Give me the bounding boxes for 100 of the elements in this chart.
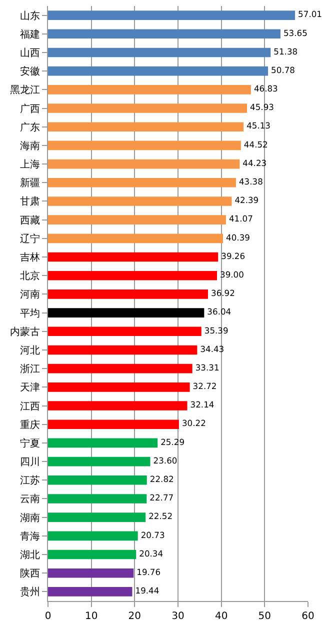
data-label: 25.29 [160,436,185,447]
y-tick-label: 江苏 [20,474,40,487]
bar [48,550,136,560]
data-label: 57.01 [298,9,322,20]
data-label: 30.22 [182,418,206,428]
y-tick-label: 浙江 [20,363,40,376]
bar [48,326,202,336]
bar [48,234,224,244]
data-label: 19.44 [135,586,160,596]
y-tick-label: 山东 [20,10,40,22]
bar [48,215,226,224]
data-label: 53.65 [283,28,308,38]
x-tick-label: 0 [44,611,52,622]
bar [48,401,188,410]
y-tick-label: 北京 [20,270,40,282]
x-tick-label: 50 [258,611,272,622]
bar [48,308,204,318]
data-label: 36.92 [211,288,235,298]
bar [48,420,179,430]
y-tick-label: 湖南 [20,512,40,524]
x-tick-label: 60 [302,611,314,622]
data-label: 22.82 [150,474,174,484]
bar [48,512,146,522]
data-label: 23.60 [153,455,178,466]
y-tick-label: 河南 [20,288,40,301]
bar [48,270,217,280]
y-tick-label: 内蒙古 [10,326,40,338]
y-tick-label: 平均 [20,307,40,320]
data-label: 45.93 [250,102,274,112]
data-label: 35.39 [204,325,228,336]
bar [48,438,158,448]
y-tick-label: 云南 [20,493,40,506]
y-tick-label: 海南 [20,140,40,152]
y-tick-label: 贵州 [20,586,40,598]
y-tick-label: 江西 [20,400,40,412]
x-tick-label: 30 [172,611,184,622]
data-label: 32.14 [190,400,214,410]
data-label: 51.38 [274,46,298,56]
bar [48,587,132,596]
data-label: 40.39 [226,232,250,242]
bar [48,531,138,541]
y-tick-label: 新疆 [20,177,40,190]
y-tick-label: 天津 [20,382,40,394]
y-tick-label: 重庆 [20,418,40,431]
y-tick-label: 陕西 [20,568,40,580]
y-tick-label: 河北 [20,344,40,356]
y-tick-label: 吉林 [20,252,40,264]
data-label: 20.73 [140,530,165,540]
y-tick-label: 西藏 [20,214,40,226]
y-tick-label: 福建 [20,28,40,40]
y-tick-label: 四川 [20,456,40,468]
x-tick-label: 40 [214,611,228,622]
data-label: 32.72 [192,381,217,392]
y-tick-label: 广东 [20,121,40,134]
data-label: 20.34 [139,548,164,558]
data-label: 50.78 [271,64,295,75]
y-tick-label: 安徽 [20,66,40,78]
y-tick-label: 辽宁 [20,232,40,245]
bar [48,252,218,262]
y-tick-label: 青海 [20,530,40,542]
bar [48,85,251,94]
bar [48,494,147,504]
bar [48,66,268,76]
bar [48,196,232,206]
data-label: 39.26 [221,250,246,261]
bar [48,345,198,355]
data-label: 42.39 [234,195,259,206]
y-tick-label: 上海 [20,158,40,171]
data-label: 43.38 [238,176,263,186]
data-label: 34.43 [200,344,224,354]
data-label: 44.52 [244,139,268,150]
data-label: 22.77 [150,492,174,503]
bar [48,29,280,39]
y-tick-label: 湖北 [20,549,40,562]
bar [48,159,240,169]
bar [48,104,248,113]
y-tick-label: 甘肃 [20,196,40,208]
data-label: 46.83 [254,84,278,94]
data-label: 45.13 [246,120,271,131]
bar [48,122,244,132]
data-label: 39.00 [220,269,244,280]
y-tick-label: 广西 [20,102,40,115]
data-label: 44.23 [242,158,267,168]
bar [48,456,150,466]
y-tick-label: 黑龙江 [10,84,40,96]
bar [48,382,190,392]
bar [48,140,241,150]
bar [48,48,271,58]
data-label: 19.76 [136,566,161,577]
data-label: 36.04 [207,306,232,317]
data-label: 33.31 [195,362,220,372]
bar [48,10,296,20]
bar [48,178,236,188]
data-label: 41.07 [228,214,253,224]
x-tick-label: 20 [128,611,142,622]
bar [48,568,134,578]
x-tick-label: 10 [84,611,98,622]
y-tick-label: 山西 [20,46,40,59]
bar [48,364,192,374]
bar [48,290,208,299]
